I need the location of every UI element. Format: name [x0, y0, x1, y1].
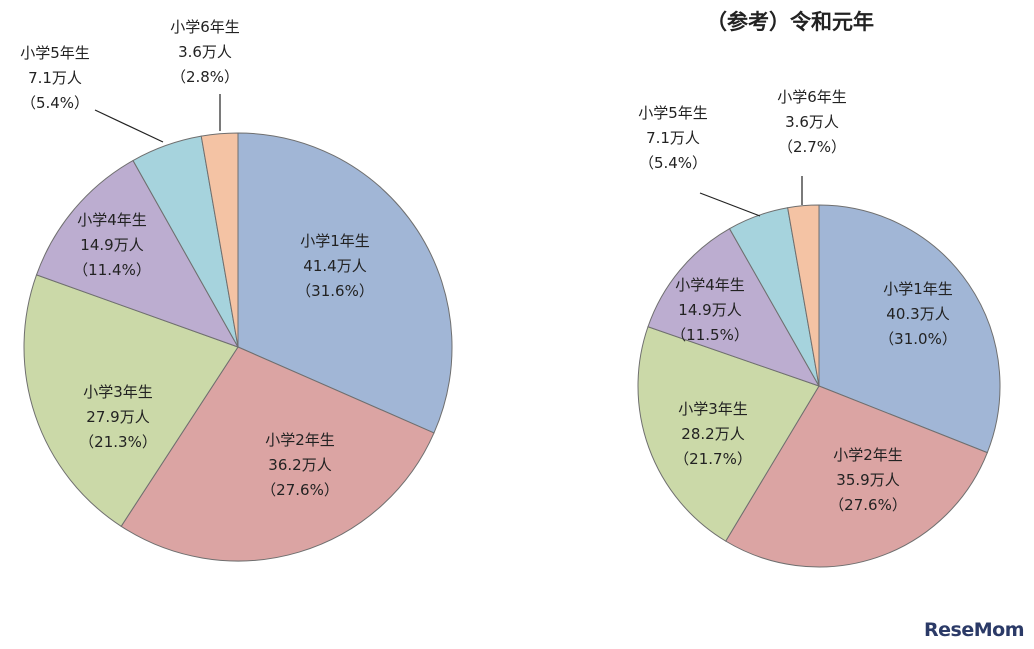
label-grade-1: 小学1年生 41.4万人 （31.6%）: [296, 232, 374, 300]
label-percent: （21.3%）: [79, 433, 157, 451]
slice-grade-1: [818, 204, 1001, 454]
slice-grade-2: [725, 385, 988, 568]
label-percent: （31.6%）: [296, 282, 374, 300]
label-amount: 7.1万人: [28, 69, 82, 87]
slice-grade-4: [647, 227, 821, 387]
label-percent: （5.4%）: [639, 154, 707, 172]
leader-line-grade-5: [94, 109, 164, 143]
label-amount: 14.9万人: [80, 236, 143, 254]
right-chart-title: （参考）令和元年: [706, 10, 874, 34]
label-amount: 14.9万人: [678, 301, 741, 319]
label-percent: （27.6%）: [829, 496, 907, 514]
label-amount: 27.9万人: [86, 408, 149, 426]
slice-grade-6: [787, 204, 820, 387]
label-name: 小学4年生: [675, 276, 745, 294]
label-amount: 40.3万人: [886, 305, 949, 323]
label-amount: 35.9万人: [836, 471, 899, 489]
label-name: 小学4年生: [77, 211, 147, 229]
label-grade-2: 小学2年生 35.9万人 （27.6%）: [829, 446, 907, 514]
label-name: 小学5年生: [638, 104, 708, 122]
resemom-watermark: ReseMom: [924, 619, 1024, 641]
slice-grade-2: [120, 346, 435, 562]
label-grade-6: 小学6年生 3.6万人 （2.7%）: [777, 88, 847, 156]
slice-grade-1: [237, 132, 453, 434]
right-pie-chart: 小学1年生 40.3万人 （31.0%） 小学2年生 35.9万人 （27.6%） 小学3年…: [637, 88, 1001, 568]
label-percent: （27.6%）: [261, 481, 339, 499]
label-name: 小学3年生: [678, 400, 748, 418]
label-name: 小学1年生: [883, 280, 953, 298]
label-name: 小学6年生: [777, 88, 847, 106]
leader-line-grade-5: [699, 192, 761, 217]
label-name: 小学2年生: [265, 431, 335, 449]
slice-grade-3: [23, 274, 239, 527]
slice-grade-6: [200, 132, 239, 348]
label-percent: （11.4%）: [73, 261, 151, 279]
label-grade-6: 小学6年生 3.6万人 （2.8%）: [170, 18, 240, 86]
label-percent: （2.7%）: [778, 138, 846, 156]
label-name: 小学2年生: [833, 446, 903, 464]
label-name: 小学1年生: [300, 232, 370, 250]
label-amount: 7.1万人: [646, 129, 700, 147]
label-grade-2: 小学2年生 36.2万人 （27.6%）: [261, 431, 339, 499]
label-grade-5: 小学5年生 7.1万人 （5.4%）: [20, 44, 90, 112]
label-percent: （2.8%）: [171, 68, 239, 86]
label-grade-4: 小学4年生 14.9万人 （11.4%）: [73, 211, 151, 279]
label-percent: （5.4%）: [21, 94, 89, 112]
label-grade-3: 小学3年生 28.2万人 （21.7%）: [674, 400, 752, 468]
label-grade-1: 小学1年生 40.3万人 （31.0%）: [879, 280, 957, 348]
label-percent: （31.0%）: [879, 330, 957, 348]
label-grade-4: 小学4年生 14.9万人 （11.5%）: [671, 276, 749, 344]
label-name: 小学6年生: [170, 18, 240, 36]
label-amount: 28.2万人: [681, 425, 744, 443]
label-grade-3: 小学3年生 27.9万人 （21.3%）: [79, 383, 157, 451]
label-amount: 41.4万人: [303, 257, 366, 275]
slice-grade-3: [637, 326, 820, 542]
label-percent: （11.5%）: [671, 326, 749, 344]
label-name: 小学5年生: [20, 44, 90, 62]
label-amount: 3.6万人: [178, 43, 232, 61]
label-percent: （21.7%）: [674, 450, 752, 468]
label-grade-5: 小学5年生 7.1万人 （5.4%）: [638, 104, 708, 172]
left-pie-chart: 小学1年生 41.4万人 （31.6%） 小学2年生 36.2万人 （27.6%） 小学3年…: [20, 18, 453, 562]
label-amount: 3.6万人: [785, 113, 839, 131]
slice-grade-4: [35, 159, 240, 348]
label-name: 小学3年生: [83, 383, 153, 401]
label-amount: 36.2万人: [268, 456, 331, 474]
